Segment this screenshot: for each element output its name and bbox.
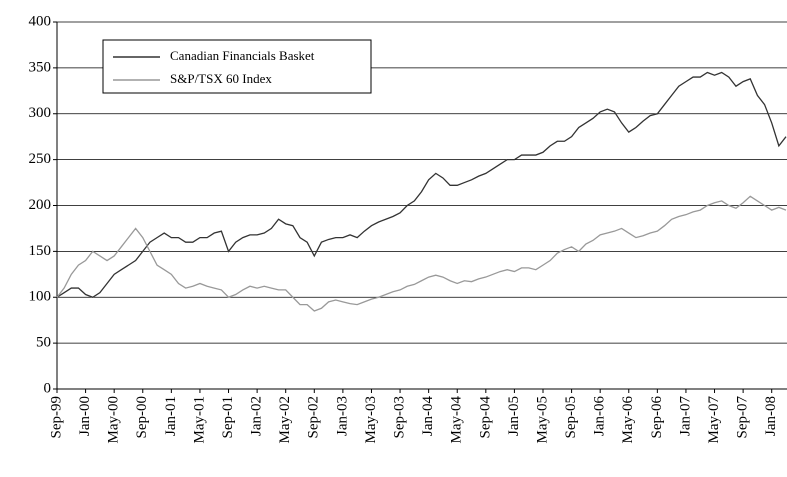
legend-label: Canadian Financials Basket xyxy=(170,48,315,63)
x-tick-label: Sep-02 xyxy=(306,396,322,439)
x-tick-label: Jan-02 xyxy=(249,396,265,436)
x-tick-label: Sep-07 xyxy=(735,396,751,439)
x-tick-label: Jan-04 xyxy=(420,396,436,436)
x-tick-label: Jan-05 xyxy=(506,396,522,436)
x-tick-label: Jan-00 xyxy=(77,396,93,436)
y-tick-label: 0 xyxy=(44,380,52,396)
legend: Canadian Financials Basket S&P/TSX 60 Ind… xyxy=(102,39,372,94)
y-tick-label: 100 xyxy=(29,289,52,305)
x-tick-label: Jan-01 xyxy=(163,396,179,436)
y-tick-label: 300 xyxy=(29,105,52,121)
x-tick-label: May-00 xyxy=(106,396,122,444)
x-tick-label: May-03 xyxy=(363,396,379,444)
x-tick-label: May-02 xyxy=(277,396,293,444)
x-tick-label: Sep-05 xyxy=(563,396,579,439)
y-tick-label: 250 xyxy=(29,151,52,167)
x-tick-label: May-01 xyxy=(191,396,207,444)
x-tick-label: Sep-04 xyxy=(477,396,493,439)
y-tick-label: 200 xyxy=(29,197,52,213)
x-tick-label: Jan-03 xyxy=(334,396,350,436)
y-tick-label: 50 xyxy=(36,335,51,351)
x-tick-label: May-06 xyxy=(620,396,636,444)
x-tick-label: Sep-06 xyxy=(649,396,665,439)
x-tick-label: Sep-99 xyxy=(48,396,64,439)
series-line xyxy=(56,71,787,298)
legend-label: S&P/TSX 60 Index xyxy=(170,71,272,86)
x-tick-label: Sep-00 xyxy=(134,396,150,439)
series-line xyxy=(56,195,787,312)
x-tick-label: Jan-06 xyxy=(592,396,608,436)
x-tick-label: Sep-01 xyxy=(220,396,236,439)
y-tick-label: 150 xyxy=(29,243,52,259)
x-tick-label: May-07 xyxy=(706,396,722,444)
x-tick-label: Sep-03 xyxy=(391,396,407,439)
x-tick-label: May-05 xyxy=(534,396,550,444)
x-tick-label: Jan-08 xyxy=(763,396,779,436)
y-tick-label: 350 xyxy=(29,59,52,75)
x-tick-label: May-04 xyxy=(449,396,465,444)
x-tick-label: Jan-07 xyxy=(677,396,693,436)
y-tick-label: 400 xyxy=(29,13,52,29)
legend-box xyxy=(102,39,372,94)
